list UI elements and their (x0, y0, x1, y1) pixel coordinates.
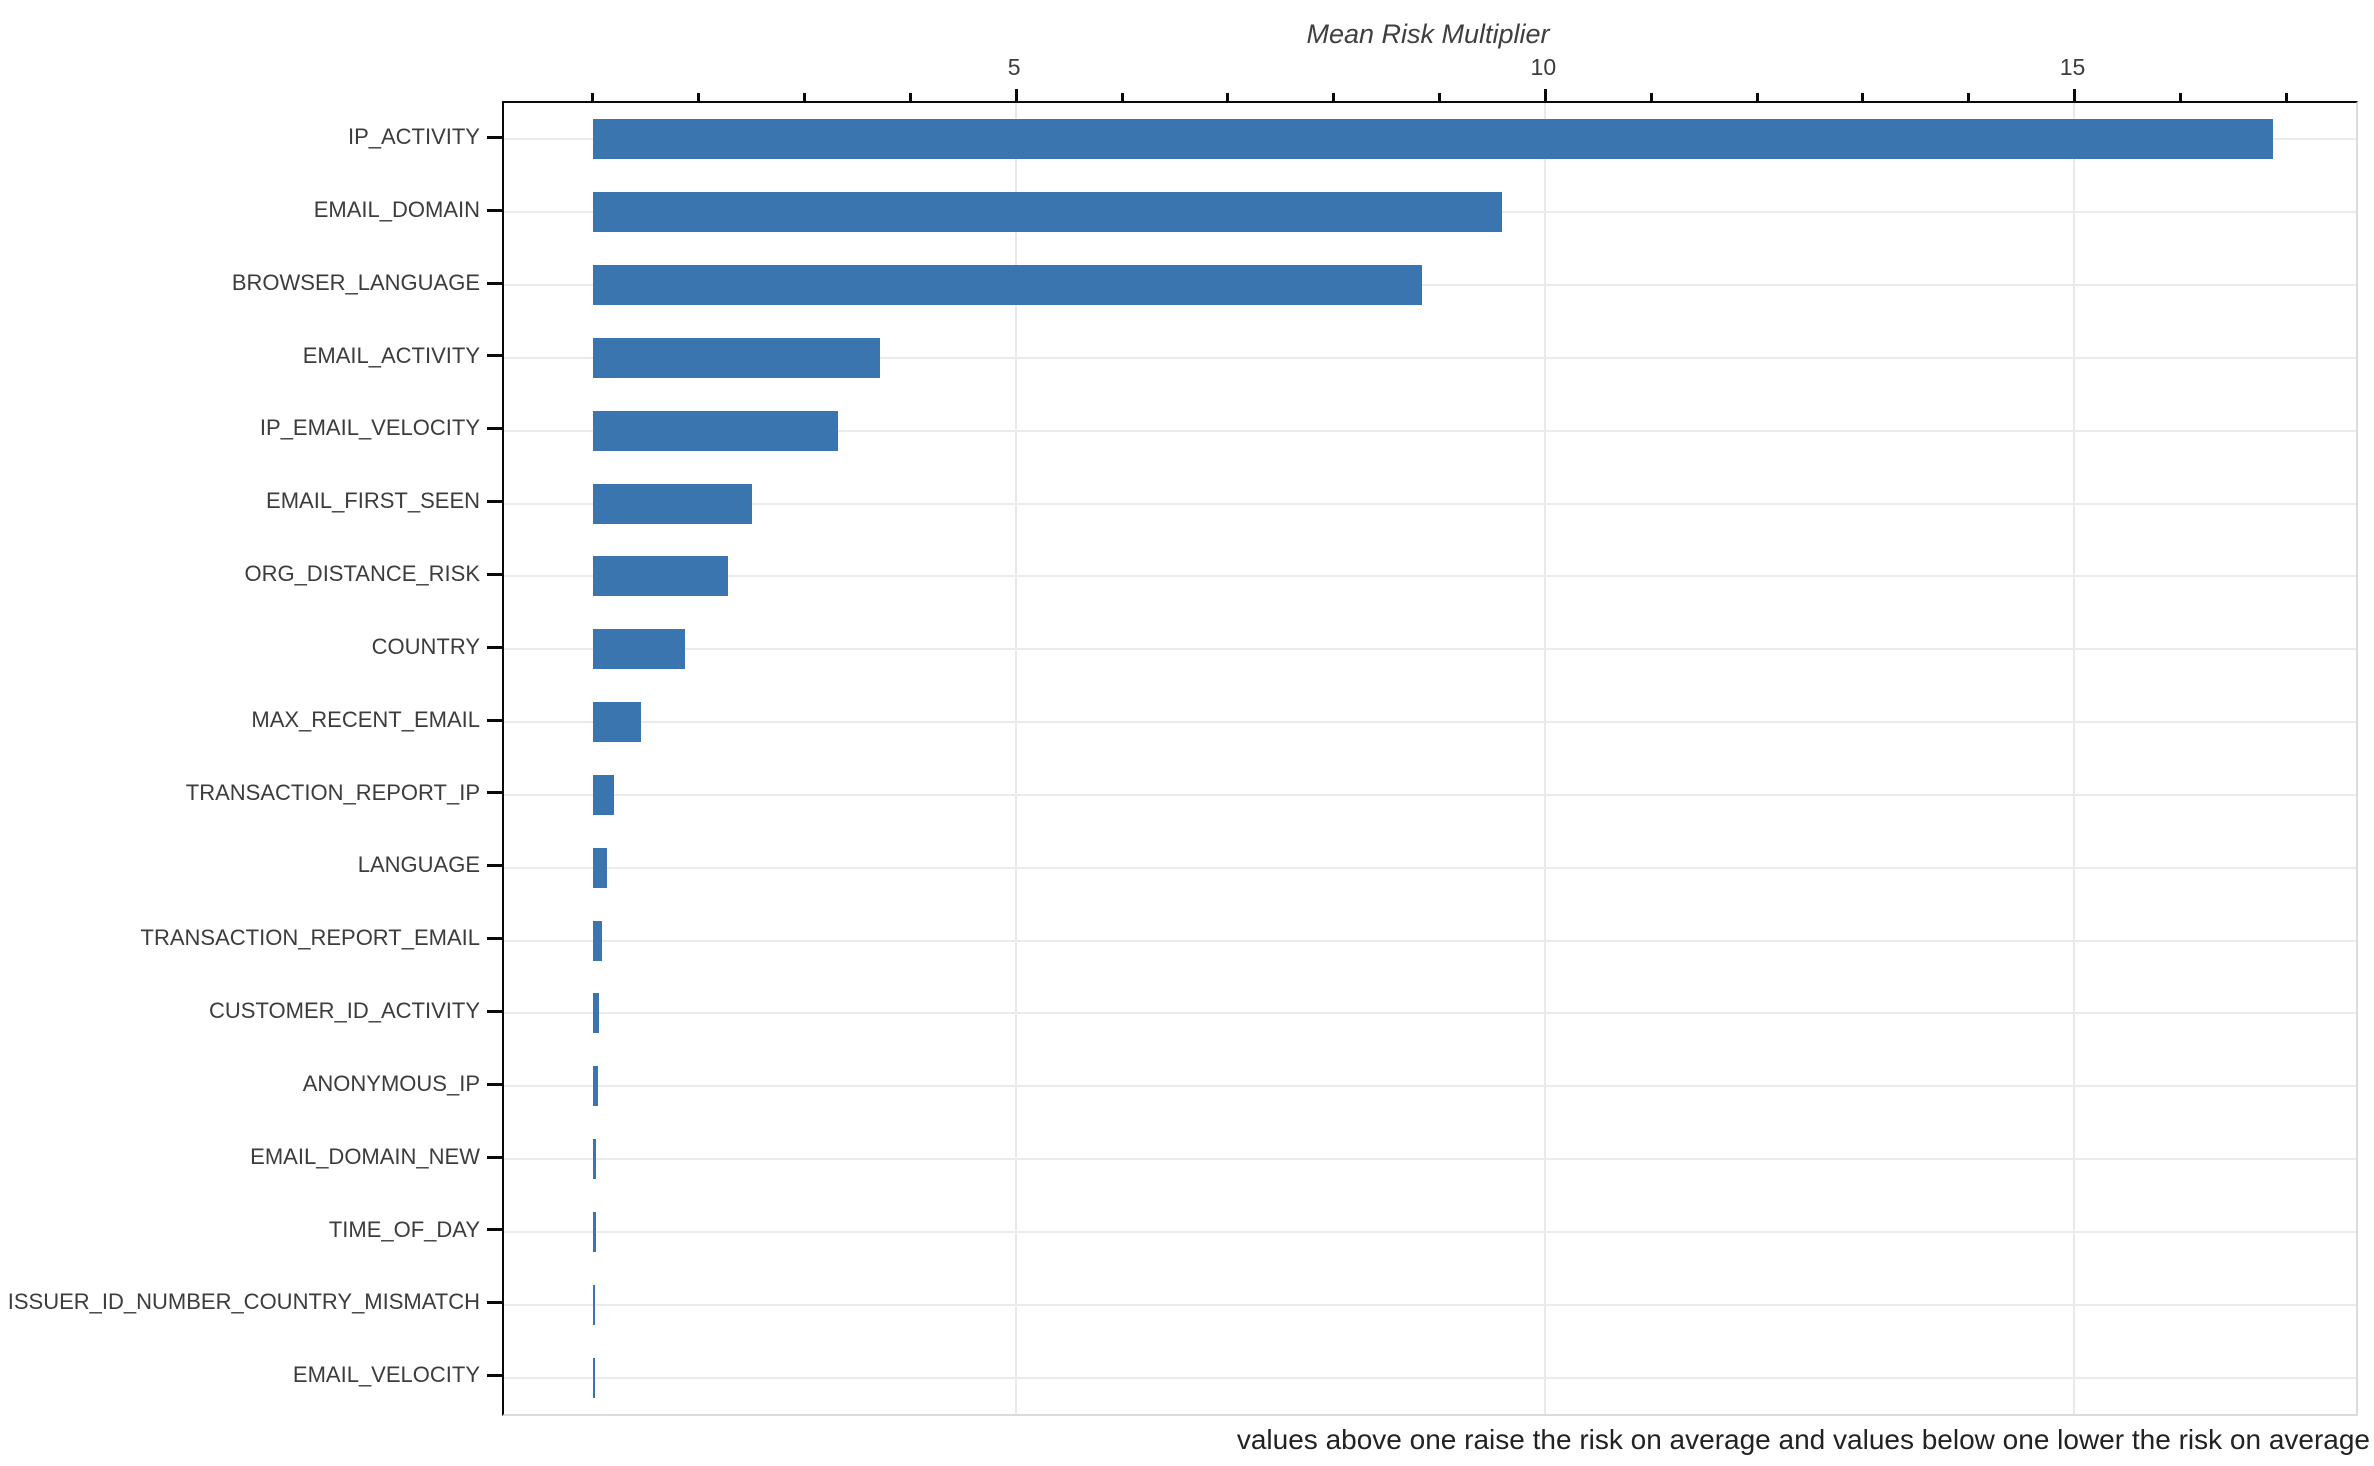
category-label: COUNTRY (371, 633, 480, 659)
category-label: EMAIL_DOMAIN (313, 196, 480, 222)
category-label: MAX_RECENT_EMAIL (251, 706, 480, 732)
gridline-x-5 (1015, 103, 1018, 1414)
x-tick-label-15: 15 (2059, 54, 2086, 80)
gridline-y (504, 502, 2356, 505)
bar-transaction_report_ip (592, 774, 615, 815)
category-label: ISSUER_ID_NUMBER_COUNTRY_MISMATCH (7, 1289, 480, 1315)
category-label: IP_ACTIVITY (347, 124, 480, 149)
y-tick (487, 135, 502, 139)
gridline-y (504, 429, 2356, 432)
y-tick (487, 1009, 502, 1013)
gridline-y (504, 575, 2356, 578)
y-tick (487, 1082, 502, 1086)
x-tick-label-5: 5 (1007, 54, 1021, 80)
footnote: values above one raise the risk on avera… (1236, 1424, 2370, 1455)
category-label: ORG_DISTANCE_RISK (244, 561, 480, 586)
category-label: EMAIL_DOMAIN_NEW (250, 1143, 480, 1169)
x-minor-tick-2 (697, 93, 701, 103)
category-label: EMAIL_ACTIVITY (302, 342, 480, 368)
y-tick (487, 1155, 502, 1159)
gridline-y (504, 793, 2356, 796)
bar-email_velocity (592, 1357, 595, 1398)
y-tick (487, 937, 502, 941)
bar-max_recent_email (592, 702, 641, 743)
gridline-y (504, 939, 2356, 942)
y-tick (487, 1228, 502, 1232)
bar-ip_activity (592, 119, 2274, 160)
x-minor-tick-8 (1332, 93, 1336, 103)
x-minor-tick-11 (1649, 93, 1653, 103)
category-label: IP_EMAIL_VELOCITY (259, 415, 480, 441)
gridline-x-15 (2073, 103, 2076, 1414)
y-tick (487, 354, 502, 358)
y-tick (487, 208, 502, 212)
bar-language (592, 847, 607, 888)
bar-email_activity (592, 337, 880, 378)
x-minor-tick-9 (1438, 93, 1442, 103)
x-minor-tick-12 (1755, 93, 1759, 103)
x-minor-tick-13 (1861, 93, 1865, 103)
gridline-y (504, 356, 2356, 359)
gridline-y (504, 1230, 2356, 1233)
gridline-y (504, 1085, 2356, 1088)
gridline-y (504, 866, 2356, 869)
y-tick (487, 500, 502, 504)
x-minor-tick-14 (1967, 93, 1971, 103)
y-tick (487, 645, 502, 649)
x-minor-tick-4 (908, 93, 912, 103)
gridline-y (504, 648, 2356, 651)
x-minor-tick-16 (2178, 93, 2182, 103)
bar-email_first_seen (592, 483, 752, 524)
bar-country (592, 629, 685, 670)
gridline-y (504, 721, 2356, 724)
category-label: TRANSACTION_REPORT_EMAIL (140, 925, 480, 951)
bar-time_of_day (592, 1211, 596, 1252)
x-tick-label-10: 10 (1530, 54, 1557, 80)
x-minor-tick-6 (1120, 93, 1124, 103)
y-tick (487, 864, 502, 868)
category-label: EMAIL_VELOCITY (292, 1362, 480, 1388)
x-minor-tick-1 (591, 93, 595, 103)
y-tick (487, 718, 502, 722)
bar-email_domain_new (592, 1139, 597, 1180)
x-major-tick-15 (2072, 89, 2076, 103)
x-minor-tick-17 (2284, 93, 2288, 103)
category-label: LANGUAGE (357, 852, 480, 878)
bar-transaction_report_email (592, 920, 603, 961)
y-tick (487, 1374, 502, 1378)
x-minor-tick-7 (1226, 93, 1230, 103)
gridline-y (504, 1158, 2356, 1161)
y-tick (487, 1301, 502, 1305)
gridline-y (504, 1012, 2356, 1015)
category-label: CUSTOMER_ID_ACTIVITY (209, 998, 480, 1023)
bar-email_domain (592, 192, 1502, 233)
gridline-y (504, 1303, 2356, 1306)
bar-issuer_id_number_country_mismatch (592, 1284, 595, 1325)
gridline-y (504, 1376, 2356, 1379)
bar-browser_language (592, 265, 1422, 306)
category-label: ANONYMOUS_IP (302, 1070, 480, 1096)
y-tick (487, 427, 502, 431)
gridline-y (504, 284, 2356, 287)
x-minor-tick-3 (803, 93, 807, 103)
plot-area (502, 89, 2358, 1416)
category-label: TRANSACTION_REPORT_IP (185, 779, 480, 805)
bar-org_distance_risk (592, 556, 729, 597)
y-tick (487, 572, 502, 576)
y-tick (487, 791, 502, 795)
x-axis-title: Mean Risk Multiplier (1306, 19, 1550, 49)
gridline-x-10 (1544, 103, 1547, 1414)
y-tick (487, 281, 502, 285)
bar-customer_id_activity (592, 993, 600, 1034)
bar-anonymous_ip (592, 1066, 598, 1107)
category-label: EMAIL_FIRST_SEEN (266, 488, 480, 514)
category-label: TIME_OF_DAY (328, 1216, 480, 1242)
bar-ip_email_velocity (592, 410, 839, 451)
category-label: BROWSER_LANGUAGE (231, 269, 480, 295)
x-major-tick-5 (1014, 89, 1018, 103)
x-major-tick-10 (1543, 89, 1547, 103)
